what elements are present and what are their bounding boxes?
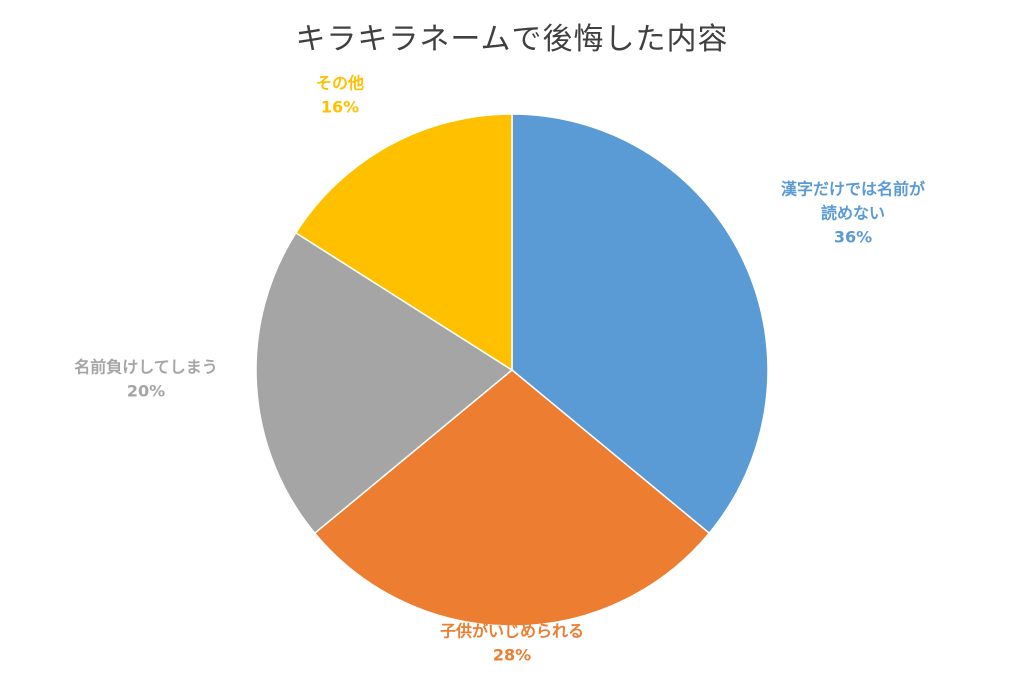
slice-category-label: 読めない bbox=[821, 204, 885, 223]
slice-label-3: 名前負けしてしまう 20% bbox=[74, 358, 218, 401]
pie-slice-1 bbox=[511, 113, 769, 535]
slice-percent-label: 36% bbox=[834, 228, 872, 247]
pie-slice-2 bbox=[313, 369, 711, 627]
slice-label-2: 子供がいじめられる 28% bbox=[440, 622, 584, 665]
slice-category-label: 子供がいじめられる bbox=[440, 622, 584, 641]
slice-category-label: 名前負けしてしまう bbox=[74, 358, 218, 377]
pie-slice-4 bbox=[294, 113, 513, 372]
pie-slice-3 bbox=[255, 231, 514, 535]
slice-label-4: その他 16% bbox=[316, 74, 364, 117]
chart-title: キラキラネームで後悔した内容 bbox=[295, 22, 729, 57]
slice-category-label: 漢字だけでは名前が bbox=[781, 180, 925, 199]
slice-percent-label: 20% bbox=[127, 382, 165, 401]
slice-category-label: その他 bbox=[316, 74, 364, 93]
slice-percent-label: 16% bbox=[321, 98, 359, 117]
slice-percent-label: 28% bbox=[493, 646, 531, 665]
